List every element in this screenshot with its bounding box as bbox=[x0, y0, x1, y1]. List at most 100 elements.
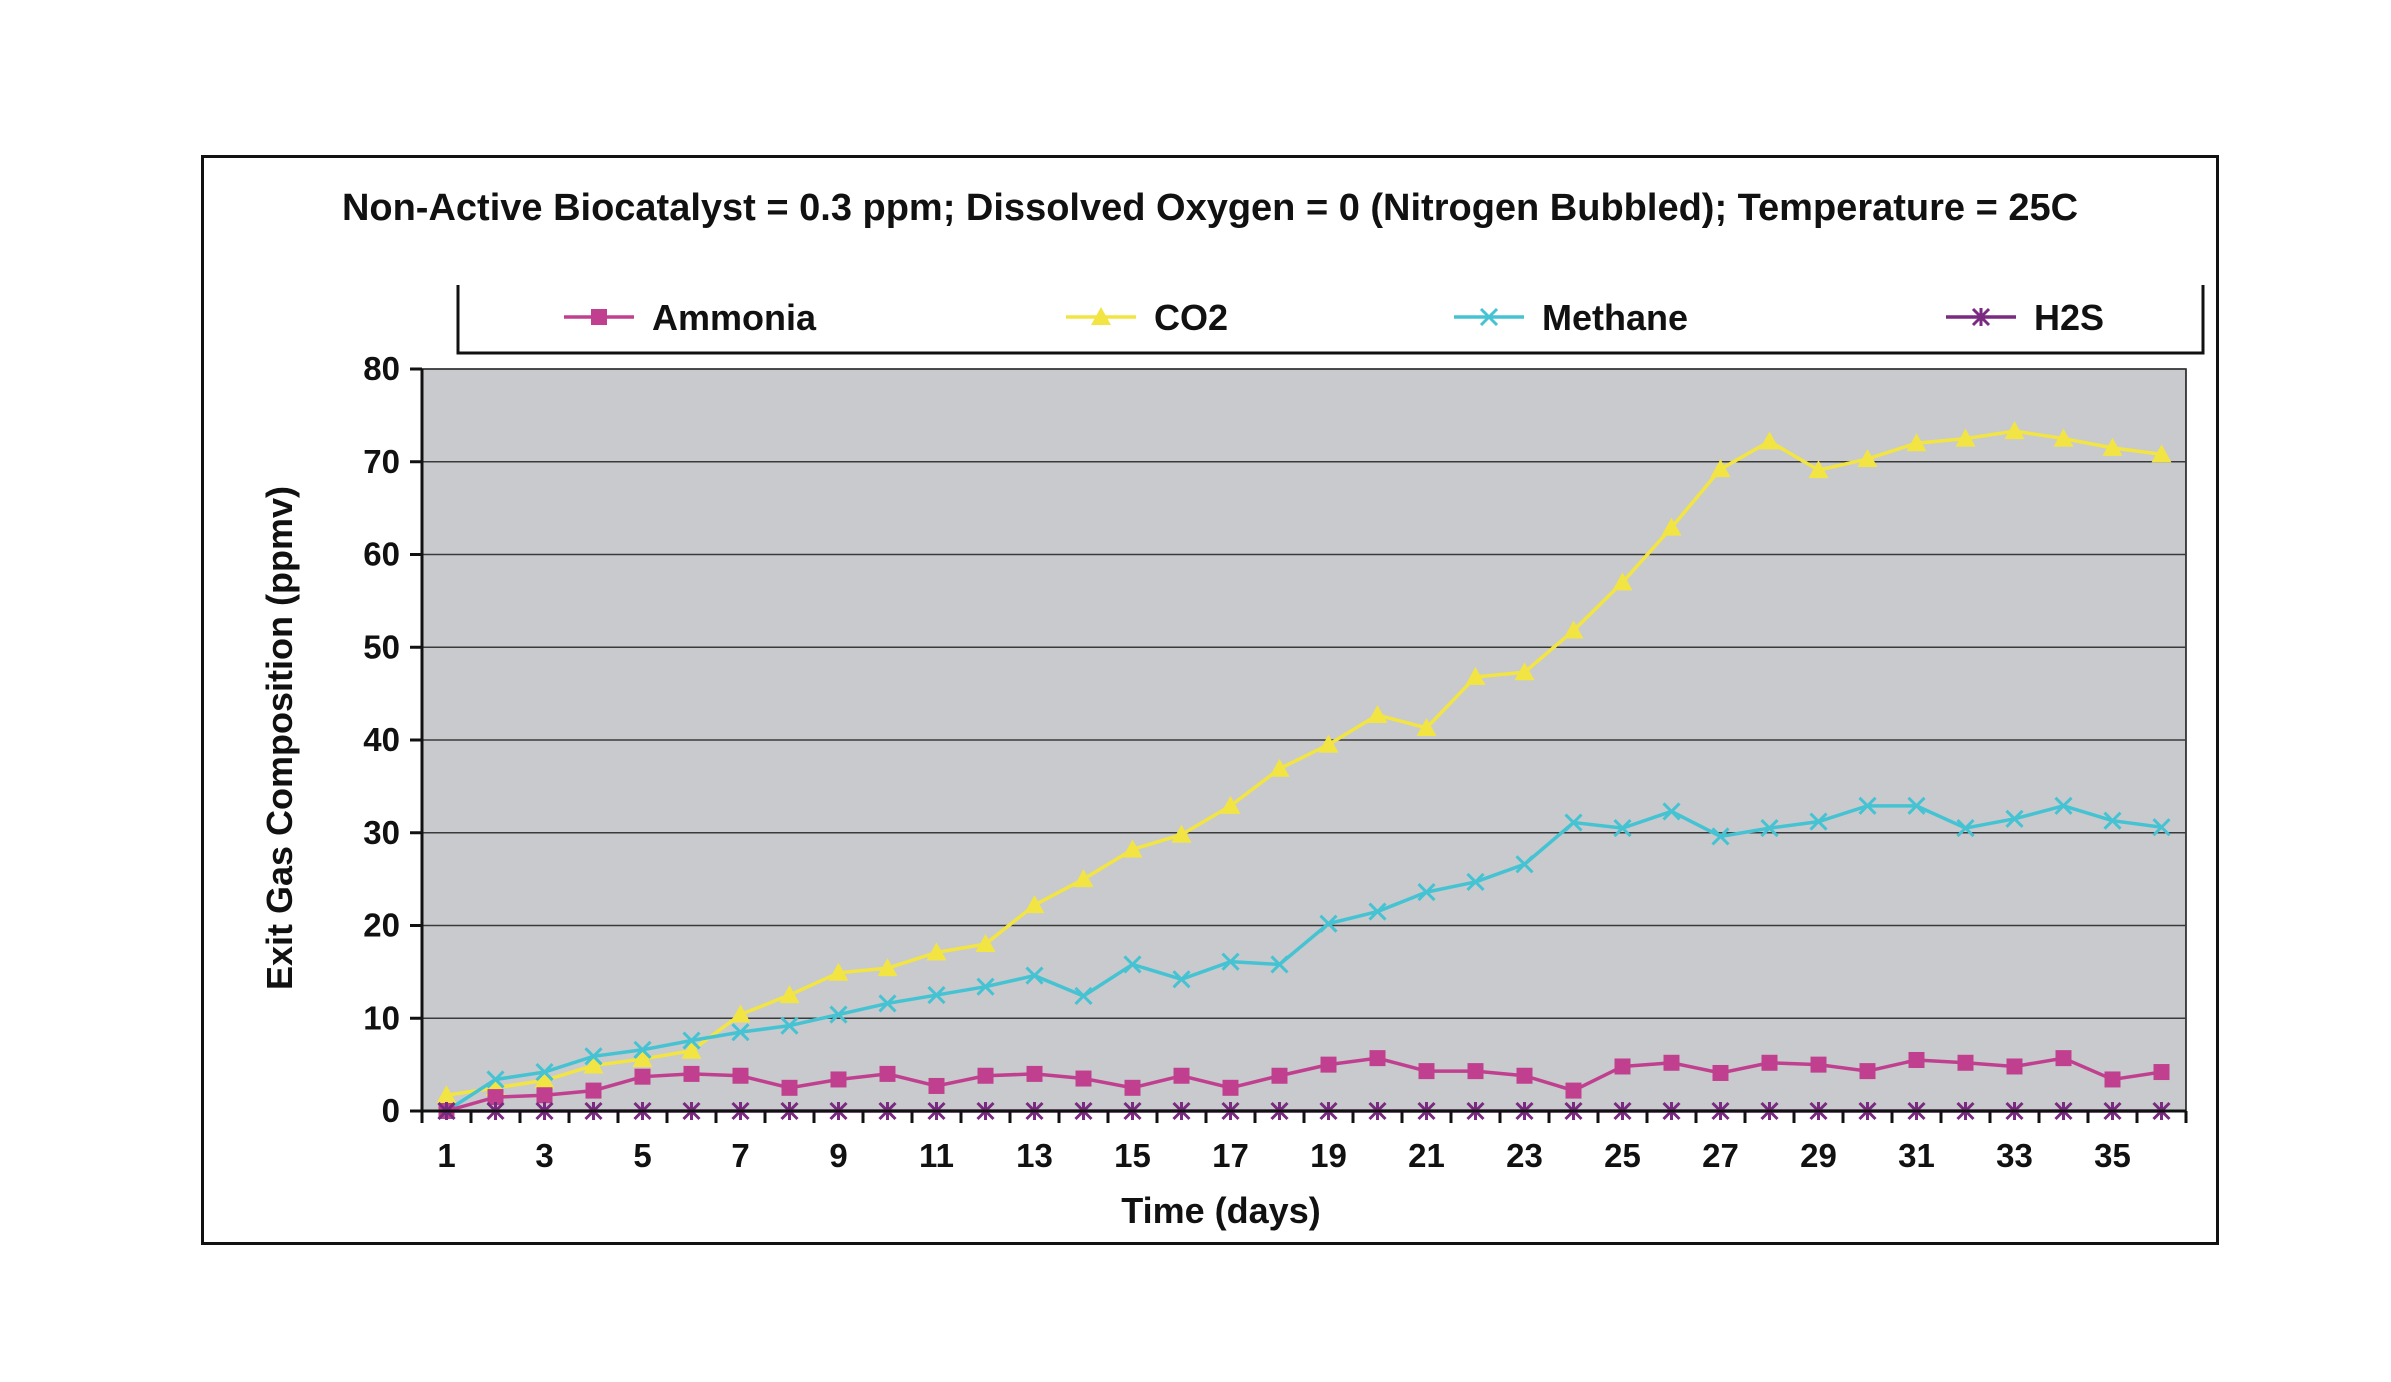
data-point-methane bbox=[1809, 812, 1828, 831]
data-point-methane bbox=[878, 994, 897, 1013]
data-point-co2 bbox=[926, 942, 947, 961]
data-point-methane bbox=[2054, 796, 2073, 815]
legend-item-h2s: H2S bbox=[1946, 297, 2104, 338]
x-tick-label: 11 bbox=[919, 1137, 954, 1174]
y-tick-label: 20 bbox=[363, 907, 400, 944]
data-point-methane bbox=[1074, 986, 1093, 1006]
data-point-methane bbox=[780, 1016, 799, 1035]
data-point-methane bbox=[1172, 970, 1191, 989]
y-tick-label: 80 bbox=[363, 350, 400, 387]
data-point-ammonia bbox=[2104, 1071, 2121, 1088]
data-point-co2 bbox=[632, 1049, 653, 1068]
legend-label: Methane bbox=[1542, 297, 1688, 338]
data-point-methane bbox=[1711, 827, 1730, 846]
data-point-methane bbox=[1123, 955, 1142, 974]
x-tick-label: 23 bbox=[1506, 1137, 1543, 1174]
series-ammonia bbox=[438, 1050, 2170, 1119]
y-tick-label: 0 bbox=[382, 1092, 400, 1129]
data-point-co2 bbox=[2151, 444, 2172, 463]
data-point-ammonia bbox=[1859, 1063, 1876, 1080]
x-tick-label: 25 bbox=[1604, 1137, 1641, 1174]
data-point-ammonia bbox=[634, 1068, 651, 1085]
data-point-methane bbox=[1417, 883, 1436, 902]
x-tick-labels: 1 3 5 7 9 11 13 15 17 19 21 23 25 27 29 31 33 35 bbox=[437, 1137, 2131, 1174]
data-point-co2 bbox=[1661, 517, 1682, 536]
y-axis-label: Exit Gas Composition (ppmv) bbox=[259, 486, 300, 990]
data-point-ammonia bbox=[781, 1079, 798, 1096]
x-tick-label: 5 bbox=[633, 1137, 651, 1174]
x-tick-label: 31 bbox=[1898, 1137, 1935, 1174]
x-tick-label: 7 bbox=[731, 1137, 749, 1174]
data-point-methane bbox=[829, 1005, 848, 1024]
data-point-methane bbox=[2005, 809, 2024, 828]
data-point-co2 bbox=[1759, 431, 1780, 450]
data-point-methane bbox=[1613, 819, 1632, 838]
y-tick-labels: 0 10 20 30 40 50 60 70 80 bbox=[363, 350, 400, 1129]
data-point-methane bbox=[584, 1047, 603, 1066]
y-tick-label: 30 bbox=[363, 814, 400, 851]
x-tick-label: 17 bbox=[1212, 1137, 1249, 1174]
legend-marker bbox=[591, 309, 607, 325]
data-point-methane bbox=[1466, 872, 1485, 891]
data-point-co2 bbox=[1367, 704, 1388, 723]
data-point-methane bbox=[633, 1040, 652, 1059]
gridlines bbox=[422, 368, 2186, 1019]
data-point-ammonia bbox=[683, 1065, 700, 1082]
series-co2 bbox=[436, 421, 2172, 1104]
data-point-ammonia bbox=[1271, 1067, 1288, 1084]
series-line-ammonia bbox=[446, 1056, 2162, 1113]
data-point-ammonia bbox=[1565, 1082, 1582, 1099]
data-point-co2 bbox=[436, 1085, 457, 1104]
data-point-ammonia bbox=[1614, 1058, 1631, 1075]
data-point-ammonia bbox=[977, 1067, 994, 1084]
data-point-co2 bbox=[1710, 459, 1731, 478]
x-tick-label: 19 bbox=[1310, 1137, 1347, 1174]
data-point-ammonia bbox=[1320, 1056, 1337, 1073]
data-point-co2 bbox=[2004, 421, 2025, 440]
data-point-methane bbox=[731, 1023, 750, 1042]
data-point-co2 bbox=[1416, 717, 1437, 736]
line-chart: Non-Active Biocatalyst = 0.3 ppm; Dissol… bbox=[259, 187, 2205, 1231]
legend-item-methane: Methane bbox=[1454, 297, 1688, 338]
data-point-ammonia bbox=[1173, 1067, 1190, 1084]
data-point-ammonia bbox=[1467, 1063, 1484, 1080]
data-point-co2 bbox=[1122, 839, 1143, 858]
legend: Ammonia CO2 Methane H2S bbox=[456, 285, 2205, 355]
x-tick-label: 35 bbox=[2094, 1137, 2131, 1174]
data-point-ammonia bbox=[2006, 1058, 2023, 1075]
data-point-methane bbox=[682, 1031, 701, 1050]
y-tick-label: 50 bbox=[363, 628, 400, 665]
data-point-methane bbox=[535, 1062, 554, 1082]
data-point-ammonia bbox=[487, 1089, 504, 1106]
data-point-ammonia bbox=[830, 1071, 847, 1088]
y-tick-label: 10 bbox=[363, 999, 400, 1036]
data-point-methane bbox=[1221, 952, 1240, 971]
data-point-co2 bbox=[1269, 758, 1290, 777]
y-tick-label: 70 bbox=[363, 443, 400, 480]
x-tick-label: 13 bbox=[1016, 1137, 1053, 1174]
data-point-methane bbox=[1760, 819, 1779, 838]
data-point-ammonia bbox=[1369, 1050, 1386, 1067]
data-point-co2 bbox=[1563, 620, 1584, 639]
data-point-co2 bbox=[1857, 448, 1878, 467]
series-line-methane bbox=[445, 804, 2162, 1113]
data-point-ammonia bbox=[732, 1067, 749, 1084]
data-point-methane bbox=[1270, 955, 1289, 974]
data-point-co2 bbox=[1465, 666, 1486, 685]
data-point-ammonia bbox=[1761, 1054, 1778, 1071]
legend-item-co2: CO2 bbox=[1066, 297, 1228, 338]
data-point-ammonia bbox=[1810, 1056, 1827, 1073]
data-point-ammonia bbox=[1663, 1054, 1680, 1071]
legend-marker bbox=[1479, 307, 1499, 327]
data-point-ammonia bbox=[1516, 1067, 1533, 1084]
data-point-co2 bbox=[877, 958, 898, 977]
data-point-ammonia bbox=[2153, 1064, 2170, 1081]
axes bbox=[410, 367, 2188, 1123]
data-point-methane bbox=[486, 1070, 505, 1089]
data-point-co2 bbox=[583, 1055, 604, 1074]
x-tick-label: 15 bbox=[1114, 1137, 1151, 1174]
data-point-co2 bbox=[2053, 428, 2074, 447]
x-tick-label: 21 bbox=[1408, 1137, 1445, 1174]
data-point-ammonia bbox=[879, 1065, 896, 1082]
data-point-co2 bbox=[1318, 734, 1339, 753]
